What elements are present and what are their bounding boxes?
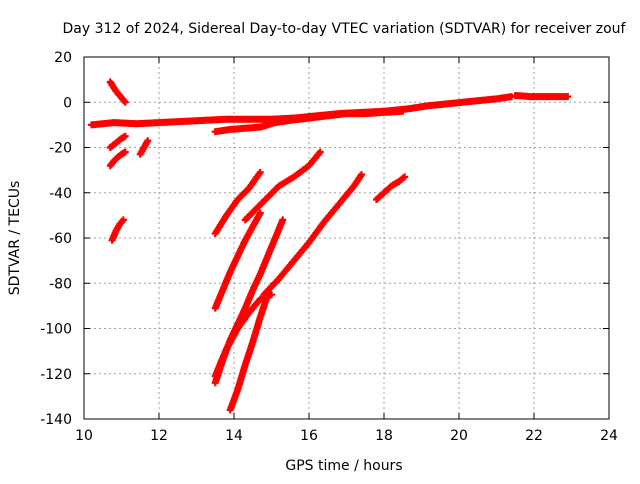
data-series-10	[211, 209, 264, 312]
data-points	[88, 78, 572, 414]
data-point	[564, 93, 572, 101]
data-point	[358, 171, 365, 179]
data-series-1	[88, 93, 515, 129]
x-tick-label: 12	[150, 428, 168, 444]
data-series-15	[226, 291, 272, 414]
data-series-5	[106, 148, 129, 170]
data-series-11	[241, 148, 324, 224]
y-tick-label: -40	[49, 186, 72, 202]
data-series-4	[106, 78, 129, 106]
y-tick-label: -80	[49, 276, 72, 292]
x-axis-label: GPS time / hours	[285, 458, 402, 474]
data-point	[119, 216, 127, 224]
data-point	[401, 173, 409, 181]
y-tick-label: -100	[40, 322, 72, 338]
x-tick-label: 16	[300, 428, 318, 444]
y-axis-label: SDTVAR / TECUs	[7, 181, 23, 296]
y-tick-label: -140	[40, 412, 72, 428]
x-tick-label: 18	[375, 428, 393, 444]
data-point	[316, 148, 324, 156]
data-point	[399, 107, 407, 115]
data-series-9	[211, 168, 264, 237]
data-point	[264, 291, 272, 299]
y-tick-label: -20	[49, 141, 72, 157]
data-point	[144, 137, 152, 145]
y-tick-label: 0	[63, 95, 72, 111]
chart-title: Day 312 of 2024, Sidereal Day-to-day VTE…	[63, 21, 627, 37]
y-tick-label: -60	[49, 231, 72, 247]
x-tick-label: 24	[600, 428, 618, 444]
data-point	[121, 132, 129, 140]
y-tick-label: -120	[40, 367, 72, 383]
data-series-7	[108, 216, 127, 244]
data-series-8	[136, 137, 152, 158]
plot-frame	[83, 56, 610, 420]
x-tick-label: 22	[525, 428, 543, 444]
x-tick-label: 20	[450, 428, 468, 444]
axis-ticks: 10 12 14 16 18 20 22 24 -140 -120 -100 -80 -60 -40 -20…	[40, 50, 618, 444]
data-series-16	[373, 173, 409, 204]
data-point	[256, 209, 264, 217]
data-series-6	[106, 132, 129, 151]
x-tick-label: 14	[225, 428, 243, 444]
data-series-2	[211, 107, 407, 136]
data-point	[279, 216, 287, 224]
data-point	[121, 148, 129, 156]
data-point	[121, 98, 129, 106]
y-tick-label: 20	[54, 50, 72, 66]
data-series-13	[260, 171, 365, 299]
data-series-3	[511, 91, 572, 101]
data-point	[256, 168, 264, 176]
x-tick-label: 10	[75, 428, 93, 444]
